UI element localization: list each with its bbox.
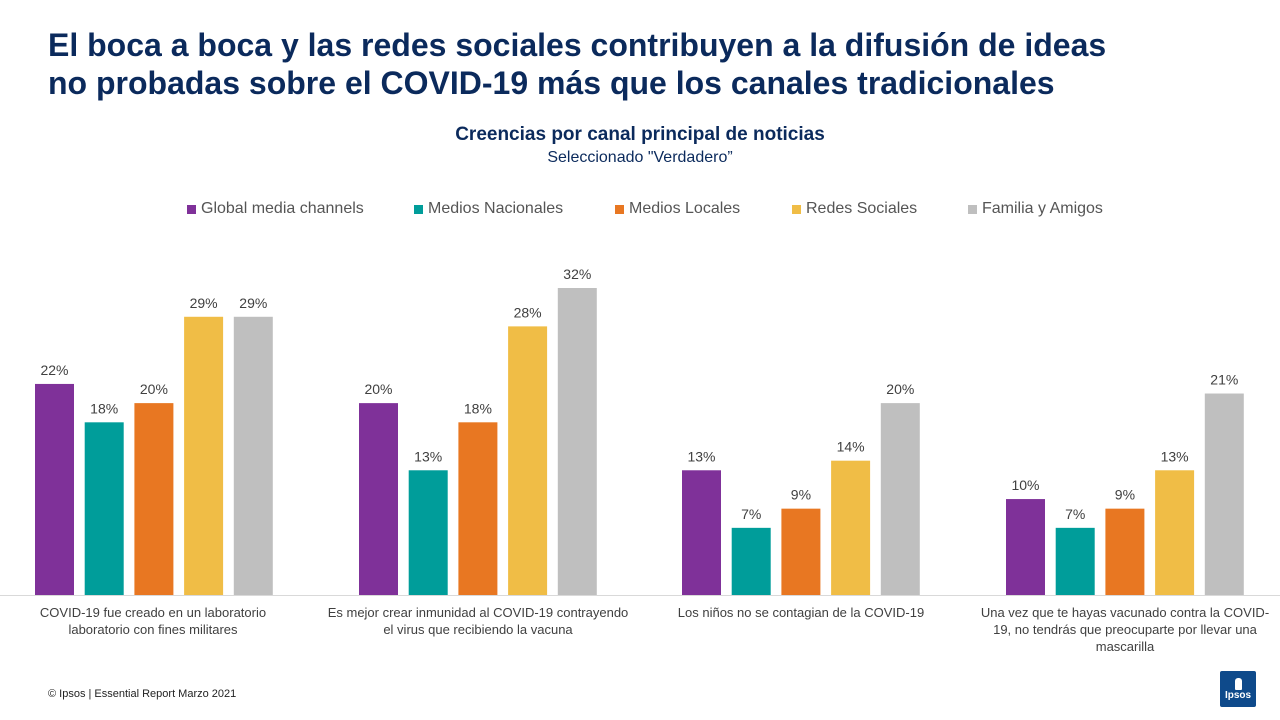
- bar: [1055, 527, 1095, 595]
- data-label: 18%: [464, 400, 492, 416]
- category-label: Una vez que te hayas vacunado contra la …: [981, 605, 1269, 654]
- data-label: 13%: [1161, 448, 1189, 464]
- bar: [731, 527, 771, 595]
- data-label: 20%: [140, 381, 168, 397]
- data-label: 20%: [886, 381, 914, 397]
- legend-item-familia-amigos: Familia y Amigos: [968, 200, 1103, 218]
- category-label-line: Los niños no se contagian de la COVID-19: [678, 605, 924, 620]
- category-label-line: COVID-19 fue creado en un laboratorio: [40, 605, 266, 620]
- category-label-line: el virus que recibiendo la vacuna: [383, 622, 573, 637]
- bar: [682, 470, 721, 595]
- page-title-line-2: no probadas sobre el COVID-19 más que lo…: [48, 65, 1055, 101]
- category-label: Los niños no se contagian de la COVID-19: [678, 605, 924, 620]
- bar: [831, 460, 871, 595]
- legend-swatch: [414, 204, 423, 214]
- data-label: 10%: [1011, 477, 1039, 493]
- data-label: 28%: [514, 304, 542, 320]
- bar: [1105, 508, 1145, 595]
- legend-label: Medios Locales: [629, 200, 741, 217]
- page-title: El boca a boca y las redes sociales cont…: [48, 26, 1248, 102]
- category-label-line: mascarilla: [1096, 639, 1155, 654]
- bar: [508, 326, 548, 595]
- legend-item-redes-sociales: Redes Sociales: [792, 200, 917, 218]
- bar: [1204, 393, 1244, 595]
- bar: [1155, 470, 1195, 595]
- legend-item-global-media: Global media channels: [187, 200, 364, 218]
- footer-text: © Ipsos | Essential Report Marzo 2021: [48, 688, 237, 700]
- legend-item-medios-nacionales: Medios Nacionales: [414, 200, 563, 218]
- logo-text: Ipsos: [1224, 690, 1252, 701]
- legend-label: Global media channels: [201, 200, 364, 217]
- logo-mark-icon: [1235, 678, 1242, 690]
- legend-swatch: [968, 204, 977, 214]
- bar: [359, 403, 398, 595]
- chart-legend: Global media channels Medios Nacionales …: [0, 200, 1280, 222]
- chart-title: Creencias por canal principal de noticia…: [455, 124, 825, 145]
- data-label: 29%: [239, 295, 267, 311]
- category-label: Es mejor crear inmunidad al COVID-19 con…: [328, 605, 629, 637]
- data-label: 13%: [687, 448, 715, 464]
- chart-subtitle: Seleccionado "Verdadero”: [547, 149, 733, 166]
- bar: [408, 470, 448, 595]
- data-label: 32%: [563, 266, 591, 282]
- bar: [35, 383, 74, 595]
- data-label: 7%: [1065, 506, 1085, 522]
- legend-label: Medios Nacionales: [428, 200, 564, 217]
- data-label: 9%: [791, 487, 811, 503]
- category-label: COVID-19 fue creado en un laboratorio lab…: [40, 605, 266, 637]
- page-title-line-1: El boca a boca y las redes sociales cont…: [48, 27, 1107, 63]
- bar: [880, 403, 920, 595]
- bar: [557, 288, 597, 595]
- legend-label: Redes Sociales: [806, 200, 918, 217]
- data-label: 18%: [90, 400, 118, 416]
- data-label: 20%: [364, 381, 392, 397]
- category-label-line: Una vez que te hayas vacunado contra la …: [981, 605, 1269, 620]
- bar: [458, 422, 498, 595]
- bar: [134, 403, 174, 595]
- category-label-line: Es mejor crear inmunidad al COVID-19 con…: [328, 605, 629, 620]
- bar: [84, 422, 124, 595]
- data-label: 13%: [414, 448, 442, 464]
- data-label: 9%: [1115, 487, 1135, 503]
- bar: [1006, 499, 1045, 595]
- bar: [781, 508, 821, 595]
- category-label-line: 19, no tendrás que preocuparte por lleva…: [993, 622, 1258, 637]
- bar: [184, 316, 224, 595]
- data-label: 22%: [40, 362, 68, 378]
- legend-swatch: [792, 204, 801, 214]
- data-label: 21%: [1210, 372, 1238, 388]
- legend-swatch: [615, 204, 624, 214]
- data-label: 14%: [837, 439, 865, 455]
- category-label-line: laboratorio con fines militares: [68, 622, 238, 637]
- bar: [233, 316, 273, 595]
- legend-label: Familia y Amigos: [982, 200, 1103, 217]
- legend-swatch: [187, 204, 196, 214]
- legend-item-medios-locales: Medios Locales: [615, 200, 740, 218]
- data-label: 7%: [741, 506, 761, 522]
- data-label: 29%: [190, 295, 218, 311]
- ipsos-logo: Ipsos: [1220, 671, 1256, 707]
